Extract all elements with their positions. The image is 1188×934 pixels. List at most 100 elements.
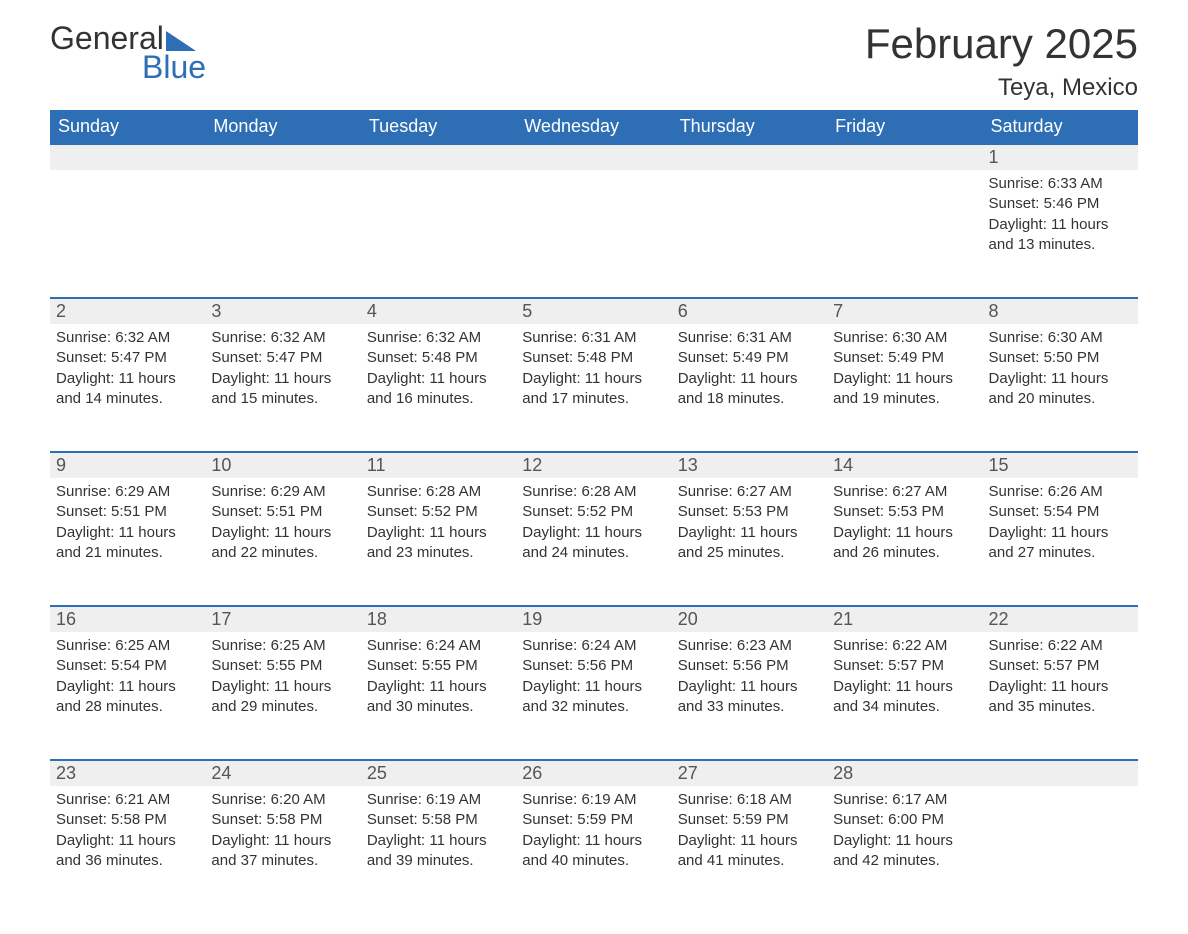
sunset-line: Sunset: 5:55 PM bbox=[211, 656, 354, 676]
day-number-cell: 3 bbox=[205, 298, 360, 324]
day-cell: Sunrise: 6:31 AMSunset: 5:48 PMDaylight:… bbox=[516, 324, 671, 452]
day-cell: Sunrise: 6:17 AMSunset: 6:00 PMDaylight:… bbox=[827, 786, 982, 914]
sunset-line: Sunset: 5:58 PM bbox=[211, 810, 354, 830]
daylight-line: Daylight: 11 hours and 42 minutes. bbox=[833, 831, 976, 872]
day-content: Sunrise: 6:17 AMSunset: 6:00 PMDaylight:… bbox=[827, 786, 982, 879]
daylight-line: Daylight: 11 hours and 28 minutes. bbox=[56, 677, 199, 718]
day-content: Sunrise: 6:31 AMSunset: 5:48 PMDaylight:… bbox=[516, 324, 671, 417]
sunrise-line: Sunrise: 6:27 AM bbox=[678, 482, 821, 502]
day-number-cell: 27 bbox=[672, 760, 827, 786]
day-cell: Sunrise: 6:25 AMSunset: 5:54 PMDaylight:… bbox=[50, 632, 205, 760]
sunrise-line: Sunrise: 6:24 AM bbox=[367, 636, 510, 656]
sunrise-line: Sunrise: 6:29 AM bbox=[56, 482, 199, 502]
day-cell: Sunrise: 6:29 AMSunset: 5:51 PMDaylight:… bbox=[50, 478, 205, 606]
day-content: Sunrise: 6:32 AMSunset: 5:48 PMDaylight:… bbox=[361, 324, 516, 417]
day-content: Sunrise: 6:33 AMSunset: 5:46 PMDaylight:… bbox=[983, 170, 1138, 263]
day-content: Sunrise: 6:25 AMSunset: 5:54 PMDaylight:… bbox=[50, 632, 205, 725]
day-number-cell: 14 bbox=[827, 452, 982, 478]
sunrise-line: Sunrise: 6:24 AM bbox=[522, 636, 665, 656]
sunset-line: Sunset: 5:56 PM bbox=[522, 656, 665, 676]
day-cell: Sunrise: 6:28 AMSunset: 5:52 PMDaylight:… bbox=[361, 478, 516, 606]
day-content: Sunrise: 6:28 AMSunset: 5:52 PMDaylight:… bbox=[516, 478, 671, 571]
day-cell bbox=[983, 786, 1138, 914]
sunrise-line: Sunrise: 6:28 AM bbox=[522, 482, 665, 502]
day-content: Sunrise: 6:26 AMSunset: 5:54 PMDaylight:… bbox=[983, 478, 1138, 571]
day-content: Sunrise: 6:18 AMSunset: 5:59 PMDaylight:… bbox=[672, 786, 827, 879]
day-content: Sunrise: 6:19 AMSunset: 5:59 PMDaylight:… bbox=[516, 786, 671, 879]
sunrise-line: Sunrise: 6:22 AM bbox=[833, 636, 976, 656]
sunset-line: Sunset: 5:47 PM bbox=[211, 348, 354, 368]
sunrise-line: Sunrise: 6:31 AM bbox=[678, 328, 821, 348]
sunrise-line: Sunrise: 6:19 AM bbox=[367, 790, 510, 810]
day-header: Friday bbox=[827, 110, 982, 144]
daylight-line: Daylight: 11 hours and 13 minutes. bbox=[989, 215, 1132, 256]
daylight-line: Daylight: 11 hours and 20 minutes. bbox=[989, 369, 1132, 410]
day-number-cell: 26 bbox=[516, 760, 671, 786]
daylight-line: Daylight: 11 hours and 24 minutes. bbox=[522, 523, 665, 564]
day-number-cell bbox=[827, 144, 982, 170]
sunset-line: Sunset: 5:51 PM bbox=[211, 502, 354, 522]
day-header: Saturday bbox=[983, 110, 1138, 144]
sunrise-line: Sunrise: 6:18 AM bbox=[678, 790, 821, 810]
day-number-cell: 18 bbox=[361, 606, 516, 632]
daylight-line: Daylight: 11 hours and 35 minutes. bbox=[989, 677, 1132, 718]
sunset-line: Sunset: 5:54 PM bbox=[56, 656, 199, 676]
daylight-line: Daylight: 11 hours and 16 minutes. bbox=[367, 369, 510, 410]
day-number-row: 2345678 bbox=[50, 298, 1138, 324]
daylight-line: Daylight: 11 hours and 15 minutes. bbox=[211, 369, 354, 410]
day-content: Sunrise: 6:21 AMSunset: 5:58 PMDaylight:… bbox=[50, 786, 205, 879]
day-cell: Sunrise: 6:27 AMSunset: 5:53 PMDaylight:… bbox=[672, 478, 827, 606]
sunset-line: Sunset: 5:48 PM bbox=[522, 348, 665, 368]
day-number-cell bbox=[205, 144, 360, 170]
sunrise-line: Sunrise: 6:20 AM bbox=[211, 790, 354, 810]
sunrise-line: Sunrise: 6:30 AM bbox=[989, 328, 1132, 348]
daylight-line: Daylight: 11 hours and 23 minutes. bbox=[367, 523, 510, 564]
day-number-cell: 19 bbox=[516, 606, 671, 632]
sunrise-line: Sunrise: 6:32 AM bbox=[56, 328, 199, 348]
sunset-line: Sunset: 5:49 PM bbox=[678, 348, 821, 368]
day-header: Tuesday bbox=[361, 110, 516, 144]
day-content-row: Sunrise: 6:33 AMSunset: 5:46 PMDaylight:… bbox=[50, 170, 1138, 298]
day-number-cell: 21 bbox=[827, 606, 982, 632]
sunset-line: Sunset: 5:52 PM bbox=[522, 502, 665, 522]
day-content-row: Sunrise: 6:32 AMSunset: 5:47 PMDaylight:… bbox=[50, 324, 1138, 452]
day-number-cell: 24 bbox=[205, 760, 360, 786]
day-content: Sunrise: 6:20 AMSunset: 5:58 PMDaylight:… bbox=[205, 786, 360, 879]
day-number-cell: 1 bbox=[983, 144, 1138, 170]
sunrise-line: Sunrise: 6:30 AM bbox=[833, 328, 976, 348]
day-number-cell: 15 bbox=[983, 452, 1138, 478]
day-cell: Sunrise: 6:30 AMSunset: 5:49 PMDaylight:… bbox=[827, 324, 982, 452]
day-content: Sunrise: 6:24 AMSunset: 5:56 PMDaylight:… bbox=[516, 632, 671, 725]
day-number-cell: 13 bbox=[672, 452, 827, 478]
daylight-line: Daylight: 11 hours and 22 minutes. bbox=[211, 523, 354, 564]
day-header-row: SundayMondayTuesdayWednesdayThursdayFrid… bbox=[50, 110, 1138, 144]
sunrise-line: Sunrise: 6:17 AM bbox=[833, 790, 976, 810]
logo: General Blue bbox=[50, 20, 206, 86]
daylight-line: Daylight: 11 hours and 36 minutes. bbox=[56, 831, 199, 872]
sunrise-line: Sunrise: 6:27 AM bbox=[833, 482, 976, 502]
day-content-row: Sunrise: 6:25 AMSunset: 5:54 PMDaylight:… bbox=[50, 632, 1138, 760]
day-number-cell: 11 bbox=[361, 452, 516, 478]
day-number-cell bbox=[672, 144, 827, 170]
day-number-cell: 4 bbox=[361, 298, 516, 324]
day-cell: Sunrise: 6:26 AMSunset: 5:54 PMDaylight:… bbox=[983, 478, 1138, 606]
sunset-line: Sunset: 5:51 PM bbox=[56, 502, 199, 522]
sunset-line: Sunset: 5:57 PM bbox=[833, 656, 976, 676]
day-content: Sunrise: 6:24 AMSunset: 5:55 PMDaylight:… bbox=[361, 632, 516, 725]
day-number-cell bbox=[516, 144, 671, 170]
daylight-line: Daylight: 11 hours and 39 minutes. bbox=[367, 831, 510, 872]
day-content: Sunrise: 6:29 AMSunset: 5:51 PMDaylight:… bbox=[50, 478, 205, 571]
sunrise-line: Sunrise: 6:32 AM bbox=[367, 328, 510, 348]
day-content: Sunrise: 6:27 AMSunset: 5:53 PMDaylight:… bbox=[827, 478, 982, 571]
sunset-line: Sunset: 5:59 PM bbox=[678, 810, 821, 830]
day-cell: Sunrise: 6:32 AMSunset: 5:47 PMDaylight:… bbox=[205, 324, 360, 452]
sunrise-line: Sunrise: 6:22 AM bbox=[989, 636, 1132, 656]
day-cell: Sunrise: 6:19 AMSunset: 5:59 PMDaylight:… bbox=[516, 786, 671, 914]
day-number-cell bbox=[361, 144, 516, 170]
day-cell bbox=[361, 170, 516, 298]
day-header: Wednesday bbox=[516, 110, 671, 144]
day-content-row: Sunrise: 6:21 AMSunset: 5:58 PMDaylight:… bbox=[50, 786, 1138, 914]
month-title: February 2025 bbox=[865, 20, 1138, 68]
daylight-line: Daylight: 11 hours and 17 minutes. bbox=[522, 369, 665, 410]
sunset-line: Sunset: 5:53 PM bbox=[833, 502, 976, 522]
